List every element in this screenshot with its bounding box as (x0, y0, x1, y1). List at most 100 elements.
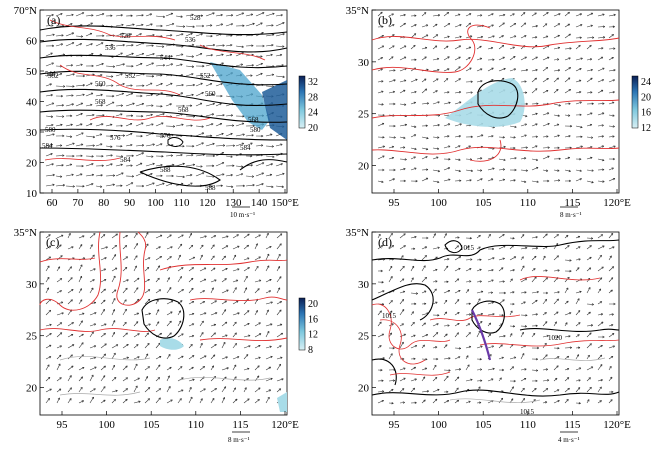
wind-vector (575, 334, 580, 338)
wind-vector-head (252, 124, 255, 127)
wind-vector (465, 245, 470, 250)
wind-vector-head (612, 25, 615, 27)
wind-vector-head (212, 154, 215, 157)
wind-vector (575, 278, 583, 283)
wind-vector (454, 290, 461, 294)
wind-vector (432, 346, 438, 349)
wind-vector (145, 182, 155, 187)
wind-vector-head (492, 247, 495, 250)
wind-vector-head (402, 401, 405, 403)
wind-vector-head (250, 13, 253, 15)
wind-vector-head (282, 75, 285, 78)
wind-vector (476, 280, 482, 283)
wind-vector-head (557, 346, 560, 349)
wind-vector (520, 234, 525, 239)
wind-vector-head (189, 386, 192, 389)
wind-vector (553, 365, 559, 371)
wind-vector-head (62, 24, 65, 27)
wind-vector-head (60, 175, 63, 178)
wind-vector (465, 92, 473, 94)
wind-vector (235, 63, 243, 67)
panel-d-ytick: 30 (358, 279, 370, 291)
wind-vector (608, 324, 614, 327)
wind-vector (225, 114, 233, 117)
wind-vector-head (545, 321, 548, 323)
wind-vector (586, 267, 592, 272)
wind-vector (199, 320, 204, 327)
wind-vector-head (480, 379, 483, 381)
wind-vector (199, 235, 207, 239)
wind-vector (509, 136, 516, 138)
wind-vector (165, 82, 173, 87)
wind-vector-head (545, 354, 548, 356)
wind-vector (100, 246, 108, 250)
wind-vector-head (145, 353, 148, 356)
wind-vector (399, 402, 405, 404)
panel-a-ytick: 20 (26, 158, 38, 170)
panel-a-xtick: 70 (72, 197, 84, 209)
wind-vector-head (79, 275, 82, 278)
wind-vector-head (201, 332, 204, 334)
wind-vector (421, 367, 427, 371)
panel-c-wind-vectors (45, 232, 284, 404)
wind-vector (388, 310, 393, 316)
wind-vector-head (479, 357, 482, 360)
panel-c-colorbar-label: 16 (308, 314, 318, 325)
wind-vector (210, 279, 217, 283)
wind-vector (135, 14, 144, 17)
wind-vector (195, 82, 203, 87)
wind-vector-head (200, 398, 203, 400)
wind-vector (155, 277, 160, 283)
wind-vector-head (91, 396, 94, 399)
panel-c-xtick: 115 (232, 419, 249, 431)
wind-vector (195, 74, 203, 77)
wind-vector (144, 387, 151, 393)
wind-vector (65, 135, 72, 138)
wind-vector-head (210, 34, 213, 37)
wind-vector-head (426, 68, 429, 70)
wind-vector-head (111, 43, 114, 45)
wind-vector (135, 144, 144, 147)
wind-vector-head (436, 357, 439, 360)
wind-vector (78, 313, 85, 316)
wind-vector (410, 167, 417, 171)
wind-vector-head (382, 390, 385, 392)
wind-vector (215, 123, 222, 127)
wind-vector (454, 56, 461, 61)
wind-vector-head (480, 14, 483, 16)
wind-vector-head (157, 277, 160, 280)
wind-vector-head (191, 287, 194, 290)
wind-vector (476, 386, 481, 393)
wind-vector-head (271, 24, 274, 26)
wind-vector (377, 146, 385, 149)
wind-vector (145, 53, 155, 57)
wind-vector-head (492, 367, 495, 369)
wind-vector (432, 247, 440, 250)
panel-c-ytick: 25 (26, 331, 38, 343)
wind-vector-head (190, 244, 193, 247)
wind-vector (145, 163, 155, 167)
wind-vector (520, 147, 528, 149)
wind-vector (476, 345, 483, 349)
wind-vector-head (191, 277, 194, 279)
wind-vector (100, 279, 107, 283)
wind-vector-head (470, 378, 473, 380)
wind-vector (597, 321, 604, 327)
wind-vector (608, 14, 616, 17)
wind-vector-head (80, 63, 83, 65)
wind-vector-head (212, 164, 215, 167)
wind-vector (232, 356, 240, 360)
wind-vector (509, 356, 517, 360)
wind-vector (225, 155, 233, 158)
wind-vector (55, 145, 63, 147)
wind-vector-head (120, 144, 123, 147)
wind-vector (111, 352, 116, 360)
wind-vector-head (158, 397, 161, 399)
wind-vector-head (92, 113, 95, 116)
wind-vector (56, 312, 64, 316)
wind-vector-head (579, 36, 582, 38)
wind-vector (388, 79, 396, 83)
wind-vector (155, 45, 165, 48)
wind-vector-head (244, 387, 247, 389)
wind-vector (235, 173, 244, 177)
